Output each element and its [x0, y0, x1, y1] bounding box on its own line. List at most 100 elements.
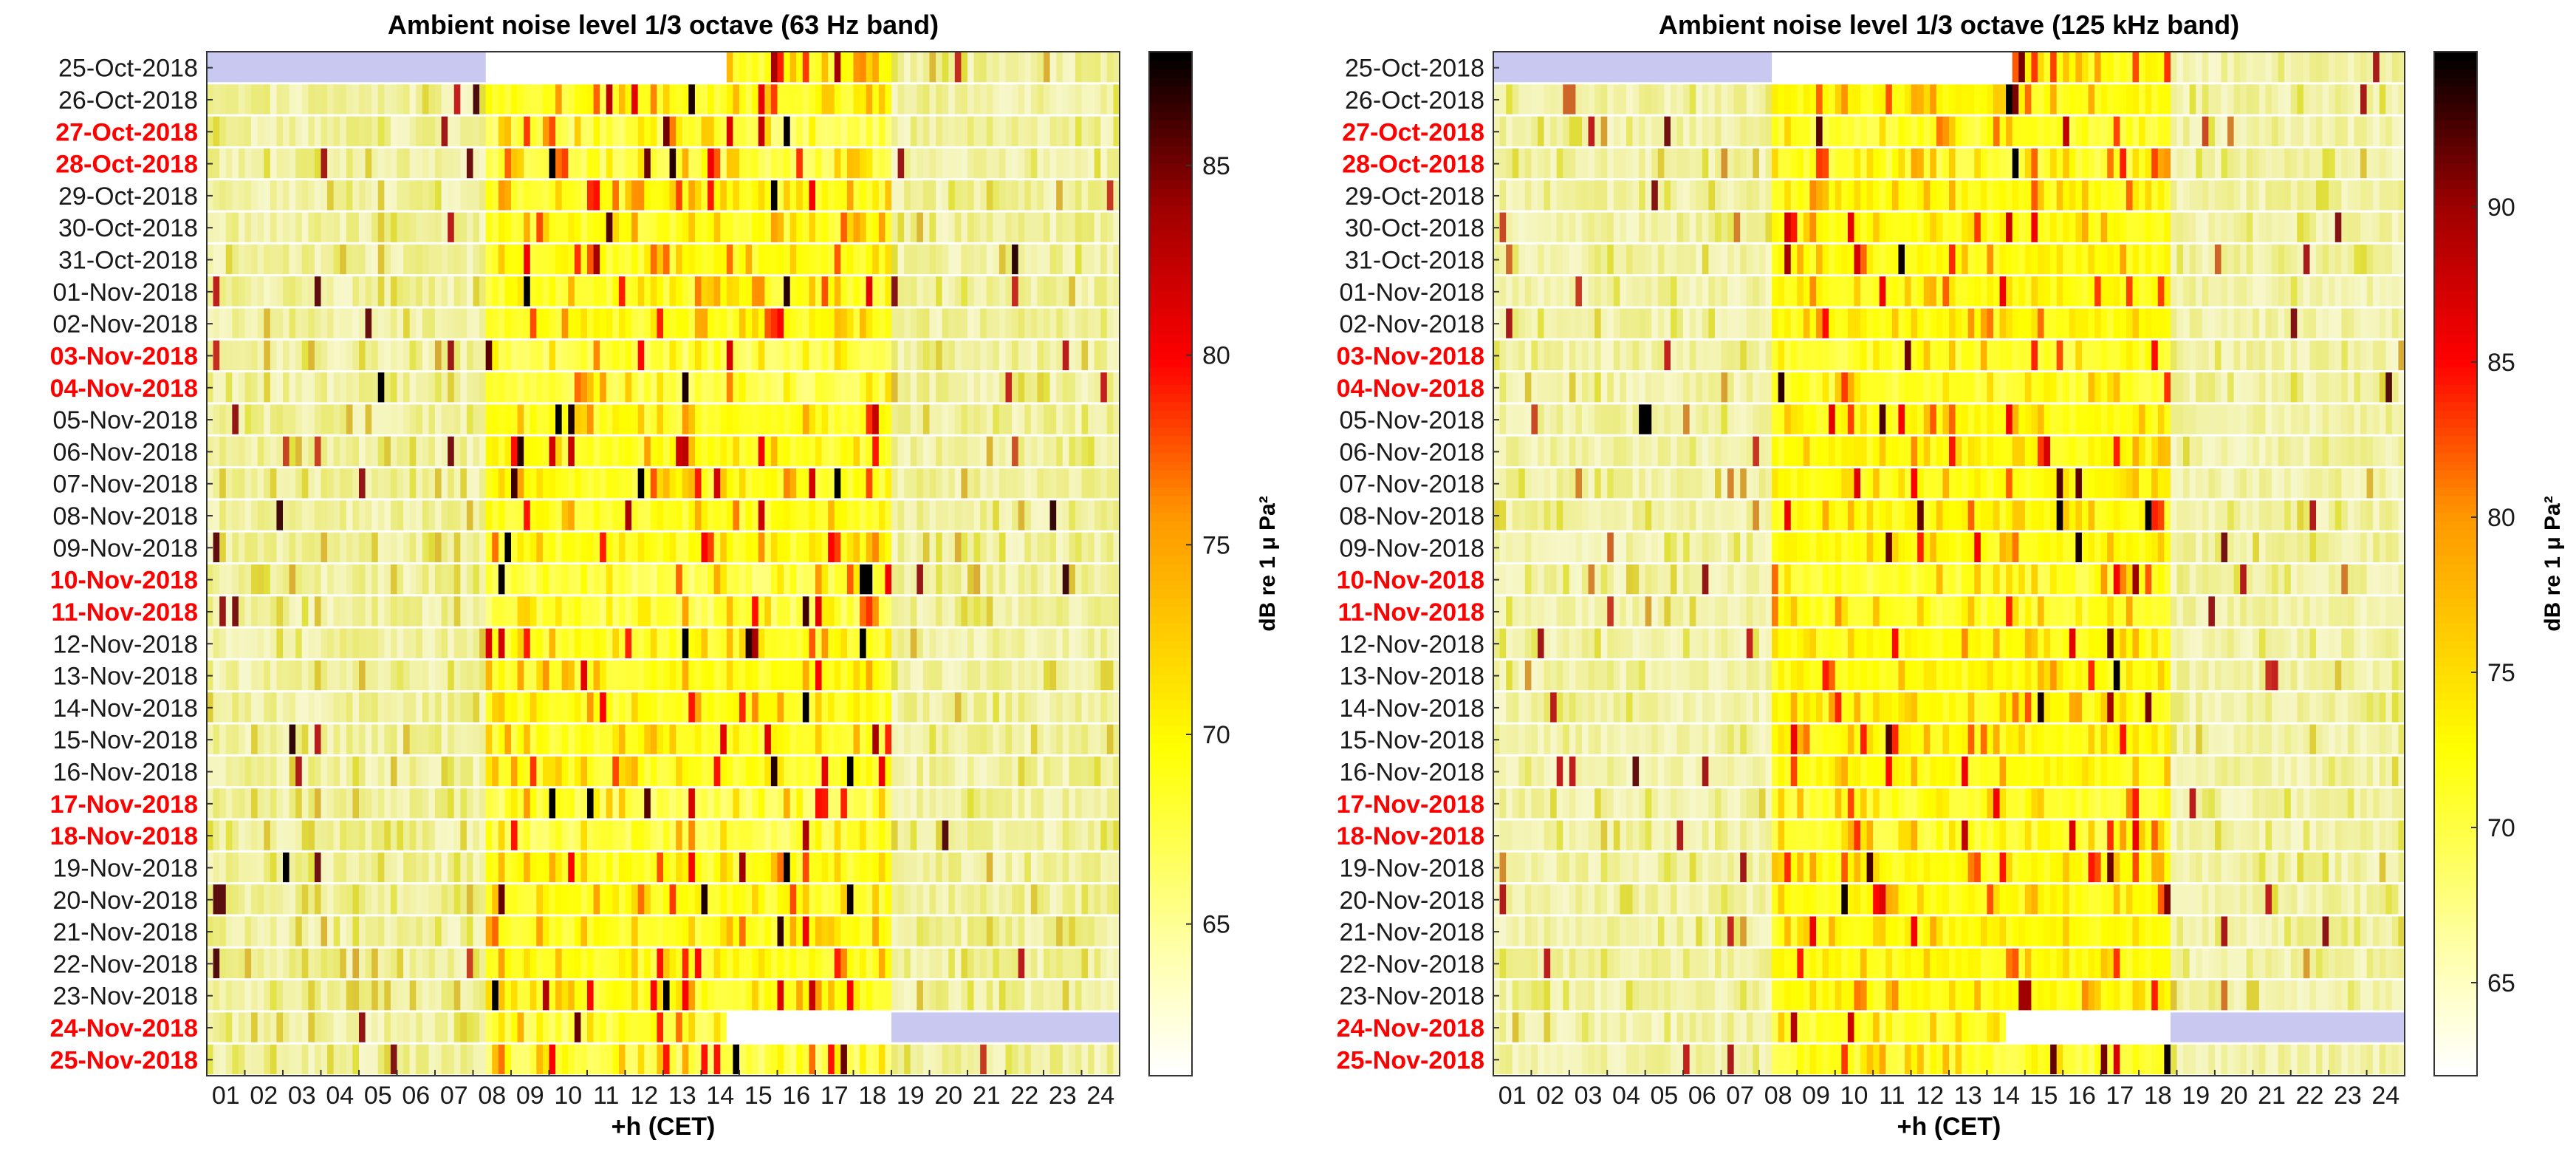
heatmap-cell — [314, 468, 322, 499]
heatmap-cell — [1056, 852, 1063, 883]
heatmap-cell — [390, 180, 398, 211]
heatmap-cell — [555, 436, 563, 467]
heatmap-cell — [998, 1044, 1007, 1074]
heatmap-cell — [219, 692, 227, 723]
heatmap-cell — [752, 244, 759, 275]
heatmap-cell — [1069, 980, 1076, 1011]
heatmap-cell — [777, 532, 784, 562]
heatmap-cell — [384, 852, 391, 883]
heatmap-cell — [866, 564, 873, 595]
heatmap-cell — [422, 52, 430, 83]
heatmap-cell — [986, 148, 993, 179]
heatmap-cell — [657, 692, 664, 723]
heatmap-cell — [498, 372, 506, 403]
heatmap-cell — [384, 308, 391, 338]
heatmap-cell — [948, 148, 956, 179]
heatmap-cell — [238, 84, 246, 115]
heatmap-cell — [219, 340, 227, 371]
heatmap-cell — [840, 84, 848, 115]
heatmap-cell — [301, 340, 309, 371]
heatmap-cell — [435, 628, 442, 658]
heatmap-cell — [422, 692, 430, 723]
heatmap-cell — [834, 980, 841, 1011]
heatmap-cell — [682, 948, 689, 979]
heatmap-cell — [891, 308, 899, 338]
heatmap-cell — [568, 692, 575, 723]
heatmap-cell — [720, 884, 727, 915]
heatmap-cell — [625, 788, 632, 819]
heatmap-cell — [340, 436, 347, 467]
heatmap-cell — [936, 244, 943, 275]
heatmap-cell — [441, 276, 448, 307]
x-tick-label: 08 — [478, 1082, 506, 1110]
heatmap-cell — [1049, 820, 1057, 850]
heatmap-cell — [904, 852, 911, 883]
heatmap-cell — [301, 692, 309, 723]
colorbar-segment — [1149, 418, 1192, 428]
heatmap-cell — [473, 180, 480, 211]
heatmap-cell — [549, 596, 556, 627]
heatmap-cell — [485, 756, 493, 787]
heatmap-cell — [650, 308, 658, 338]
heatmap-cell — [321, 180, 328, 211]
heatmap-cell — [1024, 468, 1032, 499]
heatmap-cell — [1106, 148, 1114, 179]
heatmap-cell — [1987, 52, 1994, 83]
heatmap-cell — [910, 564, 917, 595]
heatmap-cell — [796, 404, 804, 434]
heatmap-cell — [257, 372, 264, 403]
heatmap-cell — [967, 148, 975, 179]
heatmap-cell — [409, 276, 417, 307]
heatmap-cell — [815, 340, 823, 371]
heatmap-cell — [618, 436, 626, 467]
heatmap-cell — [340, 404, 347, 434]
heatmap-cell — [587, 372, 595, 403]
heatmap-cell — [441, 564, 448, 595]
heatmap-cell — [872, 564, 880, 595]
heatmap-cell — [758, 372, 765, 403]
heatmap-cell — [517, 1044, 524, 1074]
heatmap-cell — [371, 340, 379, 371]
heatmap-cell — [676, 340, 683, 371]
heatmap-cell — [922, 692, 931, 723]
heatmap-cell — [713, 692, 721, 723]
heatmap-cell — [993, 564, 1000, 595]
heatmap-cell — [770, 308, 778, 338]
heatmap-cell — [1005, 596, 1013, 627]
heatmap-cell — [232, 948, 239, 979]
heatmap-cell — [948, 1012, 956, 1042]
heatmap-cell — [929, 148, 936, 179]
heatmap-cell — [980, 596, 987, 627]
heatmap-cell — [657, 660, 664, 691]
heatmap-cell — [574, 1012, 582, 1042]
heatmap-cell — [1005, 692, 1013, 723]
heatmap-cell — [612, 84, 620, 115]
heatmap-cell — [1030, 980, 1038, 1011]
heatmap-cell — [580, 564, 588, 595]
heatmap-cell — [409, 372, 417, 403]
heatmap-cell — [682, 1044, 689, 1074]
heatmap-cell — [980, 308, 987, 338]
heatmap-cell — [580, 1012, 588, 1042]
heatmap-cell — [809, 340, 816, 371]
heatmap-cell — [244, 1044, 252, 1074]
heatmap-cell — [1012, 628, 1019, 658]
heatmap-cell — [593, 276, 600, 307]
heatmap-cell — [644, 564, 651, 595]
heatmap-cell — [1062, 724, 1069, 754]
heatmap-cell — [701, 596, 708, 627]
heatmap-cell — [479, 372, 487, 403]
heatmap-cell — [929, 180, 936, 211]
heatmap-cell — [657, 980, 664, 1011]
heatmap-cell — [346, 52, 354, 83]
heatmap-cell — [840, 116, 848, 146]
heatmap-cell — [739, 692, 747, 723]
heatmap-cell — [764, 628, 772, 658]
heatmap-cell — [789, 980, 797, 1011]
heatmap-cell — [600, 788, 607, 819]
heatmap-cell — [257, 852, 264, 883]
heatmap-cell — [796, 116, 804, 146]
heatmap-cell — [1037, 116, 1044, 146]
heatmap-cell — [448, 244, 455, 275]
colorbar-segment — [1149, 922, 1192, 932]
